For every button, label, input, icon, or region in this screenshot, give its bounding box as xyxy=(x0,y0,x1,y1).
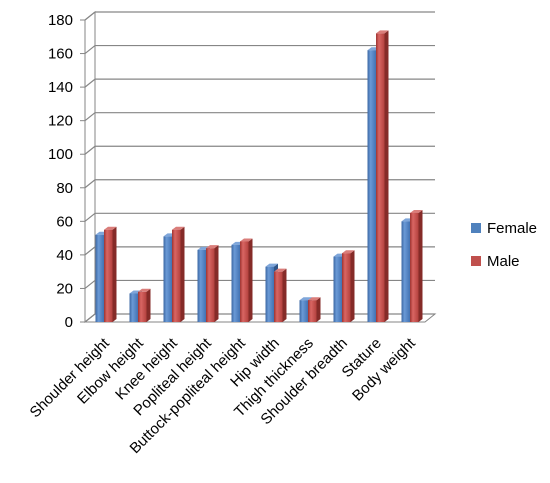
bar-male-3 xyxy=(206,245,219,322)
y-tick-label: 60 xyxy=(56,213,73,230)
y-tick-label: 120 xyxy=(48,113,73,130)
legend-swatch-male xyxy=(471,256,481,266)
bar-male-2 xyxy=(172,226,185,322)
legend-label-female: Female xyxy=(487,220,537,237)
bar-male-7 xyxy=(342,250,355,322)
bar-male-4 xyxy=(240,238,253,322)
gridline-depth xyxy=(84,212,96,222)
legend-swatch-female xyxy=(471,223,481,233)
y-tick-label: 0 xyxy=(65,314,73,331)
y-tick-label: 20 xyxy=(56,280,73,297)
gridline-depth xyxy=(84,179,96,189)
y-tick-label: 160 xyxy=(48,46,73,63)
y-tick-label: 100 xyxy=(48,146,73,163)
gridline-depth xyxy=(84,11,96,21)
gridline-depth xyxy=(84,246,96,256)
y-tick-label: 180 xyxy=(48,12,73,29)
left-wall xyxy=(84,10,96,324)
legend: Female Male xyxy=(471,220,537,270)
gridline-depth xyxy=(84,112,96,122)
bar-male-0 xyxy=(104,226,117,322)
bar-male-9 xyxy=(410,209,423,322)
y-tick-label: 140 xyxy=(48,79,73,96)
y-tick-label: 80 xyxy=(56,180,73,197)
y-tick-label: 40 xyxy=(56,247,73,264)
gridline-depth xyxy=(84,78,96,88)
legend-label-male: Male xyxy=(487,253,520,270)
bar-male-1 xyxy=(138,288,151,322)
gridline-depth xyxy=(84,145,96,155)
bar-male-5 xyxy=(274,268,287,322)
gridline-depth xyxy=(84,45,96,55)
bar-male-8 xyxy=(376,30,389,323)
bar-male-6 xyxy=(308,297,321,322)
gridline-depth xyxy=(84,279,96,289)
